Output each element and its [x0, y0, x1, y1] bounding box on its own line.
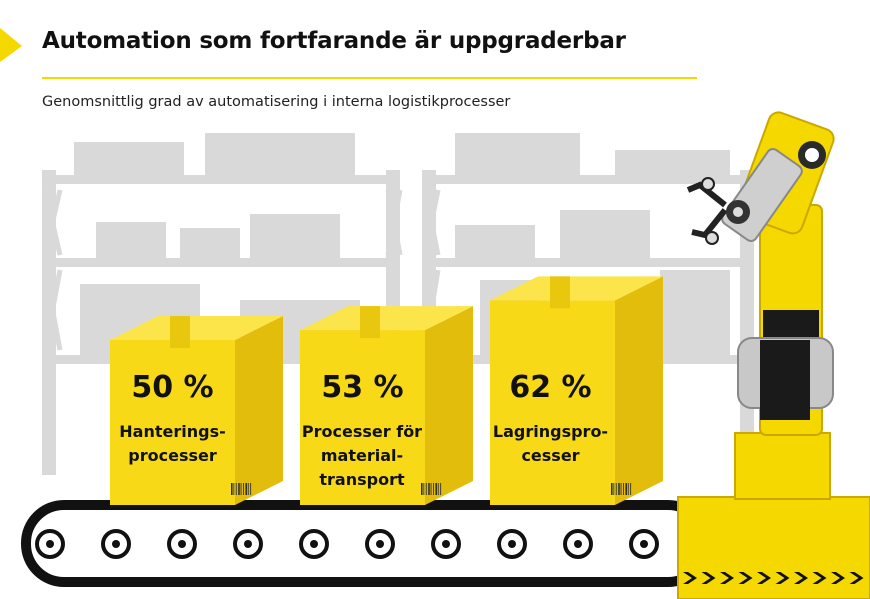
box-tape — [170, 316, 190, 348]
title-underline — [42, 77, 697, 79]
bar-group — [110, 276, 663, 505]
bar-materialtransport — [300, 306, 473, 505]
box-side — [425, 306, 473, 505]
hazard-stripes — [683, 572, 864, 584]
barcode-icon — [231, 483, 252, 495]
category-label-materialtransport: Processer för material- transport — [301, 422, 423, 489]
data-label-hanteringsprocesser: 50 % — [131, 370, 214, 405]
bar-lagringsprocesser — [490, 276, 663, 505]
barcode-icon — [421, 483, 442, 495]
category-label-hanteringsprocesser: Hanterings- processer — [119, 422, 226, 465]
box-side — [235, 316, 283, 505]
bar-hanteringsprocesser — [110, 316, 283, 505]
category-label-lagringsprocesser: Lagringspro- cesser — [492, 422, 609, 465]
box-front — [300, 330, 425, 505]
conveyor-belt — [21, 500, 711, 587]
box-front — [110, 340, 235, 505]
accent-triangle-icon — [0, 28, 22, 62]
box-tape — [550, 276, 570, 309]
robot-arm-icon — [677, 111, 870, 599]
box-top — [300, 306, 473, 331]
conveyor-rollers — [35, 529, 659, 559]
barcode-icon — [611, 483, 632, 495]
box-top — [490, 276, 663, 301]
page-title: Automation som fortfarande är uppgraderb… — [42, 28, 626, 54]
box-top — [110, 316, 283, 340]
data-label-lagringsprocesser: 62 % — [509, 370, 592, 405]
box-side — [615, 276, 663, 505]
page-subtitle: Genomsnittlig grad av automatisering i i… — [42, 94, 511, 110]
box-front — [490, 300, 615, 505]
data-label-materialtransport: 53 % — [321, 370, 404, 405]
box-tape — [360, 306, 380, 339]
